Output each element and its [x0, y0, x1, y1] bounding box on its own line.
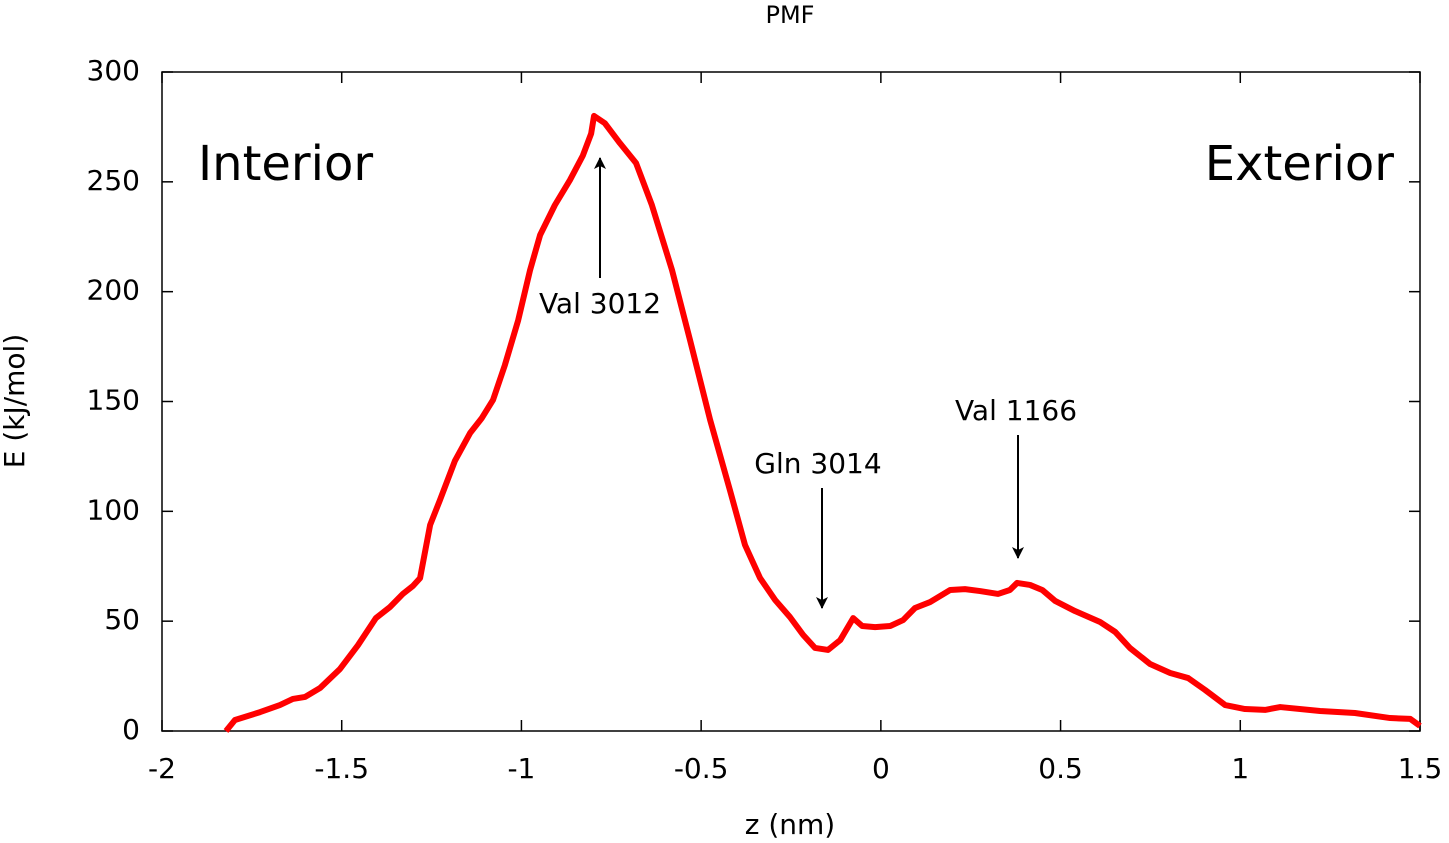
- annotation: Val 1166: [955, 394, 1077, 427]
- y-tick-label: 250: [87, 164, 140, 197]
- y-tick-label: 200: [87, 274, 140, 307]
- x-tick-label: -1: [507, 752, 535, 785]
- y-tick-label: 100: [87, 493, 140, 526]
- x-tick-label: 1.5: [1398, 752, 1443, 785]
- ticks: 0 50 100 150 200 250 300 -2 -1.5 -1 -0.5 0 0.5 1 1.5: [87, 54, 1443, 785]
- data-line: [223, 112, 1422, 733]
- y-axis-label: E (kJ/mol): [0, 334, 31, 469]
- y-tick-label: 300: [87, 54, 140, 87]
- annotation: Exterior: [1205, 136, 1395, 192]
- x-axis-label: z (nm): [745, 808, 835, 841]
- y-tick-label: 50: [104, 603, 140, 636]
- x-tick-label: -0.5: [674, 752, 729, 785]
- x-tick-label: 1: [1231, 752, 1249, 785]
- y-tick-label: 150: [87, 384, 140, 417]
- x-tick-label: 0: [872, 752, 890, 785]
- chart-title: PMF: [766, 1, 815, 29]
- plot-area: [223, 112, 1422, 733]
- x-tick-label: 0.5: [1038, 752, 1083, 785]
- x-tick-label: -1.5: [314, 752, 369, 785]
- y-tick-label: 0: [122, 713, 140, 746]
- annotation: Val 3012: [539, 287, 661, 320]
- annotation: Gln 3014: [754, 447, 881, 480]
- x-tick-label: -2: [148, 752, 176, 785]
- annotation: Interior: [198, 136, 373, 192]
